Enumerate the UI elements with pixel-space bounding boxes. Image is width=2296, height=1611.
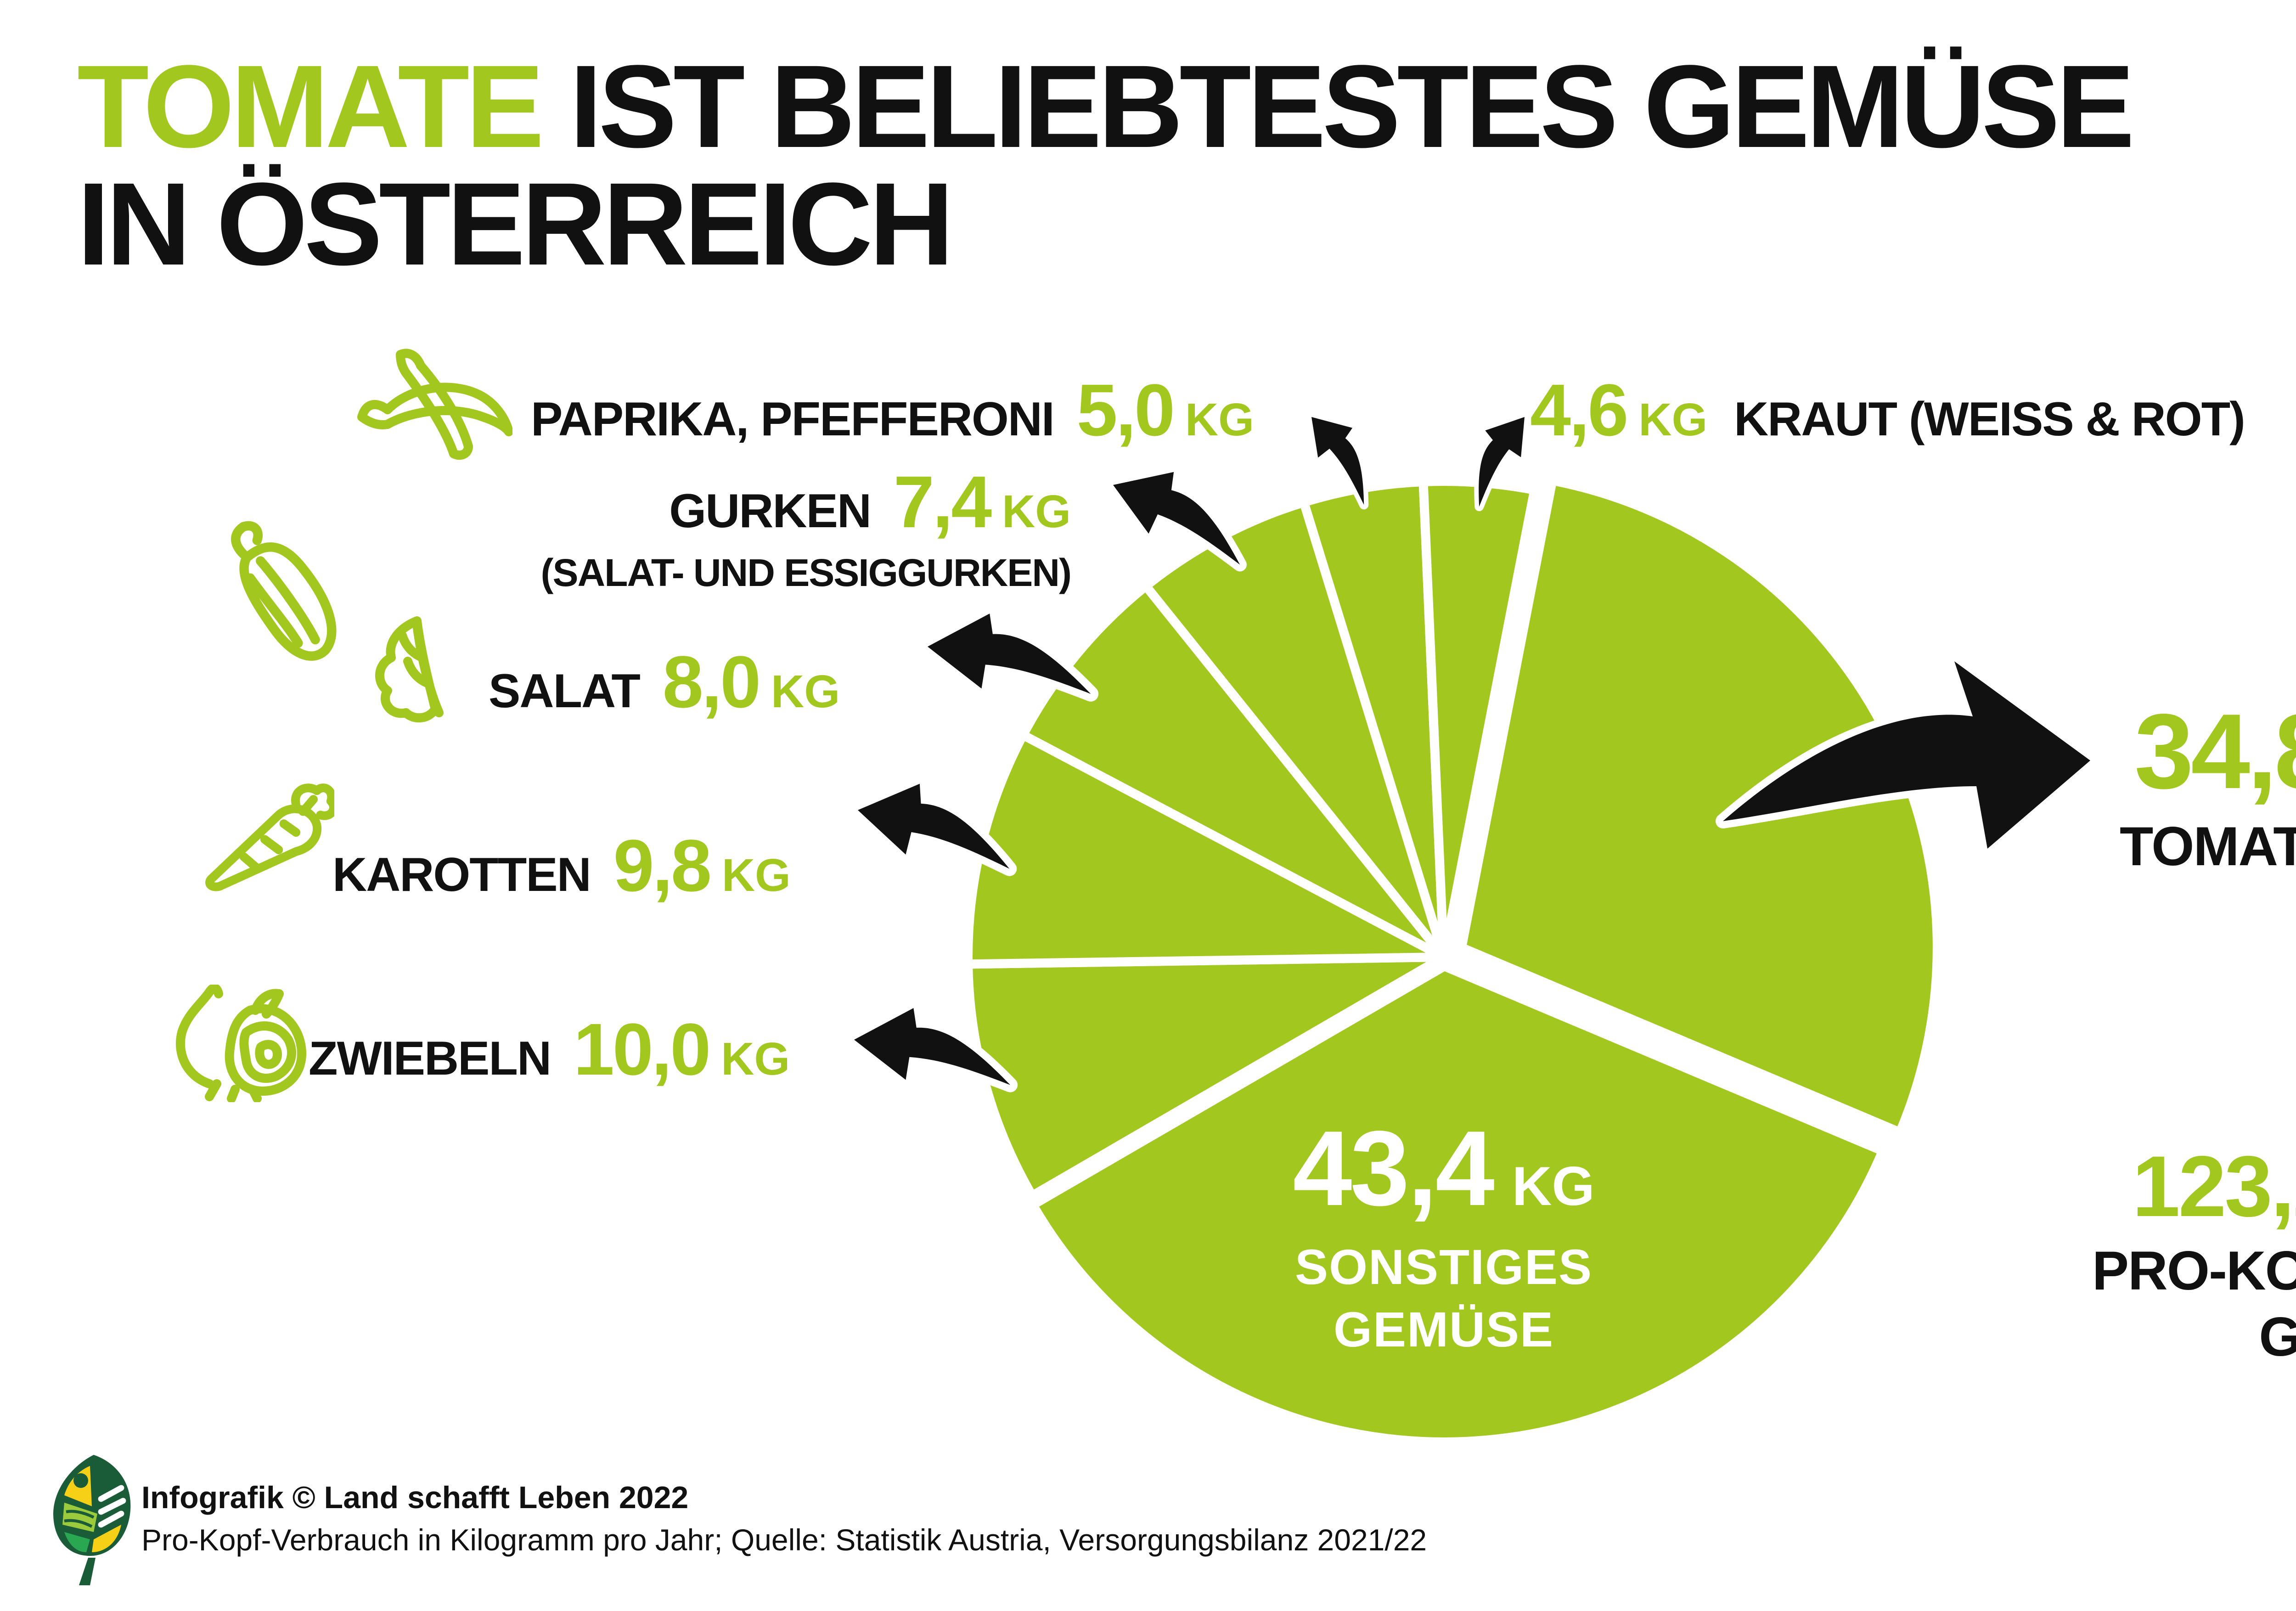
center-value: 43,4 [1293,1110,1495,1229]
salat-label: SALAT [489,663,641,718]
carrot-icon [205,783,334,891]
callout-arrows [853,402,2098,1085]
gurken-unit: KG [1002,487,1071,538]
paprika-value: 5,0 [1076,371,1175,452]
pie-center-label: 43,4 KG SONSTIGES GEMÜSE [1150,1116,1738,1358]
karotten-label: KAROTTEN [332,847,591,902]
row-kraut: 4,6 KG KRAUT (WEISS & ROT) [1530,375,2245,448]
gurken-value: 7,4 [893,463,992,544]
row-zwiebeln: ZWIEBELN 10,0 KG [309,1014,790,1087]
title-highlight: TOMATE [77,40,544,173]
paprika-unit: KG [1185,395,1254,446]
tomaten-label: TOMATEN [2120,817,2296,878]
center-line3: GEMÜSE [1333,1302,1554,1358]
chili-icon [357,349,512,460]
tomaten-value: 34,8 [2134,693,2296,812]
karotten-unit: KG [721,851,791,902]
arrow-gurken [1102,456,1260,564]
tomaten-callout: 34,8 KG TOMATEN [2120,699,2296,880]
title-line1: TOMATE IST BELIEBTESTES GEMÜSE [77,40,2135,173]
total-headline: 123,2 KG/JAHR [2132,1137,2296,1234]
row-gurken: GURKEN 7,4 KG (SALAT- UND ESSIGGURKEN) [540,467,1072,595]
footer-credit: Infografik © Land schafft Leben 2022 [141,1481,689,1515]
kraut-unit: KG [1638,395,1708,446]
land-schafft-leben-logo [53,1455,131,1585]
kraut-label: KRAUT (WEISS & ROT) [1734,391,2245,446]
page-title: TOMATE IST BELIEBTESTES GEMÜSE IN ÖSTERR… [77,40,2135,290]
row-karotten: KAROTTEN 9,8 KG [332,830,791,904]
gurken-label: GURKEN [669,483,872,538]
row-paprika: PAPRIKA, PFEFFERONI 5,0 KG [531,375,1254,448]
pie-slices [963,476,1942,1447]
footer-source: Pro-Kopf-Verbrauch in Kilogramm pro Jahr… [141,1525,1427,1558]
total-line2: PRO-KOPF-VERBRAUCH [2092,1242,2296,1302]
arrow-tomaten [1716,654,2098,856]
salat-unit: KG [771,667,840,718]
pie-slice-salat [1018,581,1448,962]
total-block: 123,2 KG/JAHR PRO-KOPF-VERBRAUCH GEMÜSE … [2092,1143,2296,1367]
total-line3: GEMÜSE GESAMT [2092,1311,2296,1367]
lettuce-icon [375,616,444,723]
row-salat: SALAT 8,0 KG [489,647,840,720]
zwiebeln-label: ZWIEBELN [309,1031,551,1086]
center-unit: KG [1512,1157,1595,1218]
kraut-value: 4,6 [1530,371,1628,452]
zwiebeln-unit: KG [721,1034,790,1086]
salat-value: 8,0 [662,643,761,724]
onion-icon [175,985,306,1102]
title-line2: IN ÖSTERREICH [77,158,954,290]
gurken-sublabel: (SALAT- UND ESSIGGURKEN) [540,553,1072,595]
cabbage-icon [2290,334,2296,485]
center-line2: SONSTIGES [1294,1240,1593,1295]
pie-slice-sonstiges-gemüse [1028,961,1887,1447]
pie-slice-zwiebeln [963,952,1448,1200]
karotten-value: 9,8 [613,827,712,907]
zwiebeln-value: 10,0 [573,1010,711,1091]
cucumber-icon [231,521,337,661]
paprika-label: PAPRIKA, PFEFFERONI [531,391,1055,446]
arrow-salat [927,613,1092,694]
